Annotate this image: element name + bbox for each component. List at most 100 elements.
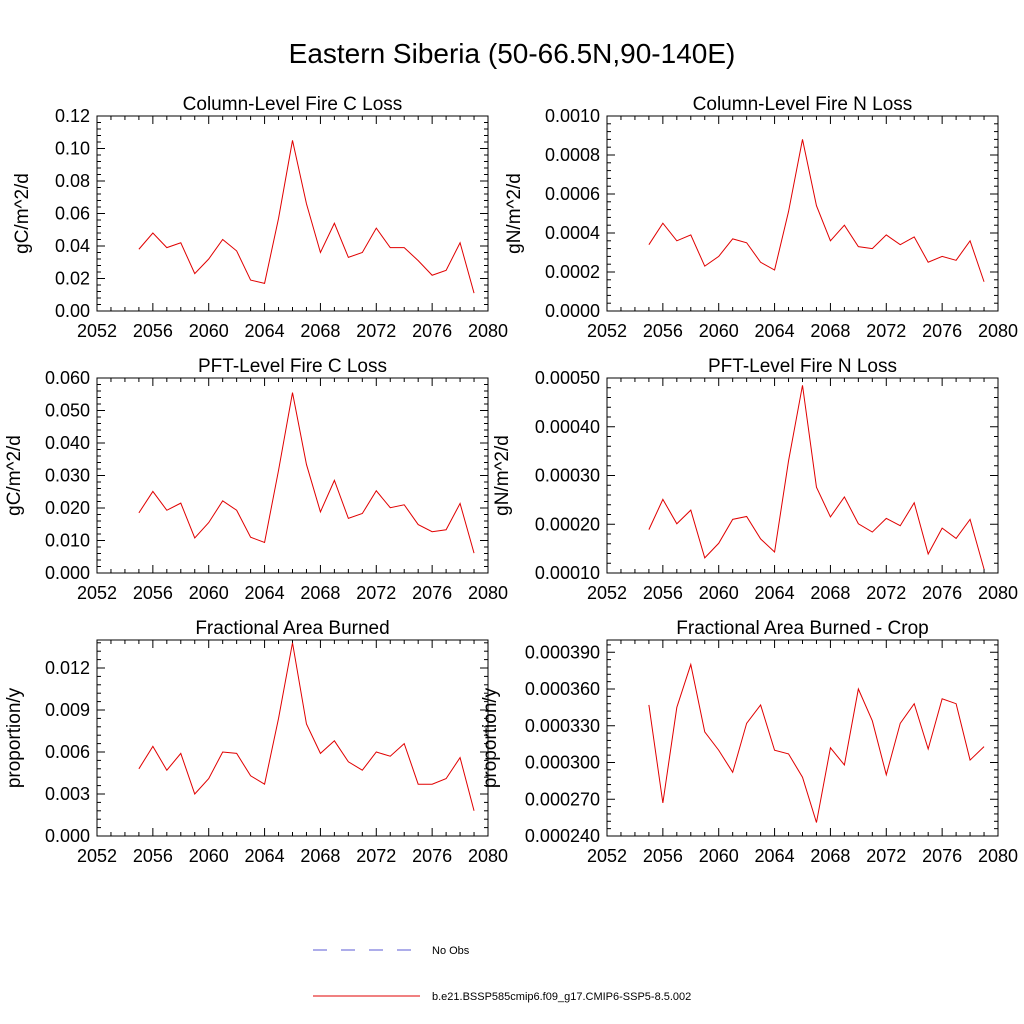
y-tick-label: 0.006	[45, 742, 90, 762]
y-tick-label: 0.060	[45, 368, 90, 388]
x-tick-label: 2060	[699, 321, 739, 341]
panel-title: Fractional Area Burned	[195, 618, 389, 639]
y-tick-label: 0.040	[45, 433, 90, 453]
series-line	[138, 140, 475, 294]
y-tick-label: 0.000360	[525, 679, 600, 699]
x-tick-label: 2080	[978, 583, 1018, 603]
y-tick-label: 0.02	[55, 269, 90, 289]
y-tick-label: 0.0002	[545, 262, 600, 282]
y-tick-label: 0.00050	[535, 368, 600, 388]
x-tick-label: 2072	[356, 321, 396, 341]
x-tick-label: 2064	[245, 321, 285, 341]
x-tick-label: 2072	[866, 846, 906, 866]
x-tick-label: 2068	[300, 321, 340, 341]
x-tick-label: 2052	[77, 321, 117, 341]
y-axis-label: gC/m^2/d	[4, 435, 25, 516]
x-tick-label: 2080	[468, 321, 508, 341]
series-line	[648, 385, 985, 570]
y-tick-label: 0.08	[55, 171, 90, 191]
plot-frame	[96, 377, 489, 574]
x-tick-label: 2060	[699, 583, 739, 603]
x-tick-label: 2068	[810, 846, 850, 866]
y-tick-label: 0.00020	[535, 514, 600, 534]
plot-frame	[606, 639, 999, 837]
x-tick-label: 2080	[978, 846, 1018, 866]
x-tick-label: 2056	[133, 321, 173, 341]
x-tick-label: 2060	[189, 846, 229, 866]
y-tick-label: 0.0008	[545, 145, 600, 165]
panel-1: Column-Level Fire C Loss 2052 2056 2060 2064…	[12, 94, 508, 341]
y-tick-label: 0.10	[55, 139, 90, 159]
y-tick-label: 0.0010	[545, 106, 600, 126]
panel-title: PFT-Level Fire N Loss	[708, 356, 897, 377]
y-tick-label: 0.000270	[525, 789, 600, 809]
x-tick-label: 2056	[643, 846, 683, 866]
x-tick-label: 2056	[133, 846, 173, 866]
x-tick-label: 2064	[755, 583, 795, 603]
x-tick-label: 2068	[300, 583, 340, 603]
x-tick-label: 2068	[300, 846, 340, 866]
x-tick-label: 2052	[77, 846, 117, 866]
x-tick-label: 2064	[245, 583, 285, 603]
x-tick-label: 2056	[643, 583, 683, 603]
x-tick-label: 2080	[468, 846, 508, 866]
y-axis-label: proportion/y	[4, 687, 25, 788]
series-line	[648, 662, 985, 823]
panel-6: Fractional Area Burned - Crop 2052 2056 206…	[480, 618, 1018, 866]
x-tick-label: 2064	[755, 321, 795, 341]
y-tick-label: 0.030	[45, 466, 90, 486]
y-tick-label: 0.000300	[525, 753, 600, 773]
panel-5: Fractional Area Burned 2052 2056 2060 2064 20…	[4, 618, 508, 866]
x-tick-label: 2072	[866, 321, 906, 341]
series-line	[138, 642, 475, 811]
y-tick-label: 0.000240	[525, 826, 600, 846]
x-tick-label: 2052	[587, 583, 627, 603]
y-tick-label: 0.000390	[525, 642, 600, 662]
panel-title: Fractional Area Burned - Crop	[676, 618, 928, 639]
plot-frame	[96, 639, 489, 837]
series-line	[648, 139, 985, 282]
legend-label-run: b.e21.BSSP585cmip6.f09_g17.CMIP6-SSP5-8.…	[432, 991, 691, 1003]
x-tick-label: 2060	[699, 846, 739, 866]
x-tick-label: 2076	[412, 583, 452, 603]
y-tick-label: 0.00030	[535, 466, 600, 486]
y-tick-label: 0.04	[55, 236, 90, 256]
y-tick-label: 0.00010	[535, 563, 600, 583]
x-tick-label: 2080	[468, 583, 508, 603]
x-tick-label: 2076	[922, 583, 962, 603]
x-tick-label: 2072	[356, 846, 396, 866]
x-tick-label: 2064	[755, 846, 795, 866]
y-axis-label: gN/m^2/d	[492, 435, 513, 516]
y-tick-label: 0.12	[55, 106, 90, 126]
y-tick-label: 0.003	[45, 784, 90, 804]
y-tick-label: 0.00040	[535, 417, 600, 437]
plot-frame	[606, 115, 999, 312]
x-tick-label: 2072	[866, 583, 906, 603]
series-line	[138, 392, 475, 554]
x-tick-label: 2060	[189, 321, 229, 341]
plot-frame	[606, 377, 999, 574]
x-tick-label: 2064	[245, 846, 285, 866]
y-tick-label: 0.020	[45, 498, 90, 518]
panel-title: Column-Level Fire C Loss	[183, 94, 403, 115]
x-tick-label: 2056	[133, 583, 173, 603]
x-tick-label: 2080	[978, 321, 1018, 341]
y-tick-label: 0.06	[55, 204, 90, 224]
x-tick-label: 2076	[922, 321, 962, 341]
y-tick-label: 0.00	[55, 301, 90, 321]
legend: No Obs b.e21.BSSP585cmip6.f09_g17.CMIP6-S…	[313, 945, 691, 1003]
x-tick-label: 2052	[77, 583, 117, 603]
x-tick-label: 2072	[356, 583, 396, 603]
x-tick-label: 2060	[189, 583, 229, 603]
y-tick-label: 0.0000	[545, 301, 600, 321]
y-tick-label: 0.010	[45, 531, 90, 551]
panel-3: PFT-Level Fire C Loss 2052 2056 2060 2064 206…	[4, 356, 508, 603]
plot-frame	[96, 115, 489, 312]
x-tick-label: 2052	[587, 846, 627, 866]
panel-4: PFT-Level Fire N Loss 2052 2056 2060 2064 206…	[492, 356, 1018, 603]
panel-title: PFT-Level Fire C Loss	[198, 356, 387, 377]
x-tick-label: 2068	[810, 321, 850, 341]
y-tick-label: 0.050	[45, 401, 90, 421]
x-tick-label: 2076	[922, 846, 962, 866]
